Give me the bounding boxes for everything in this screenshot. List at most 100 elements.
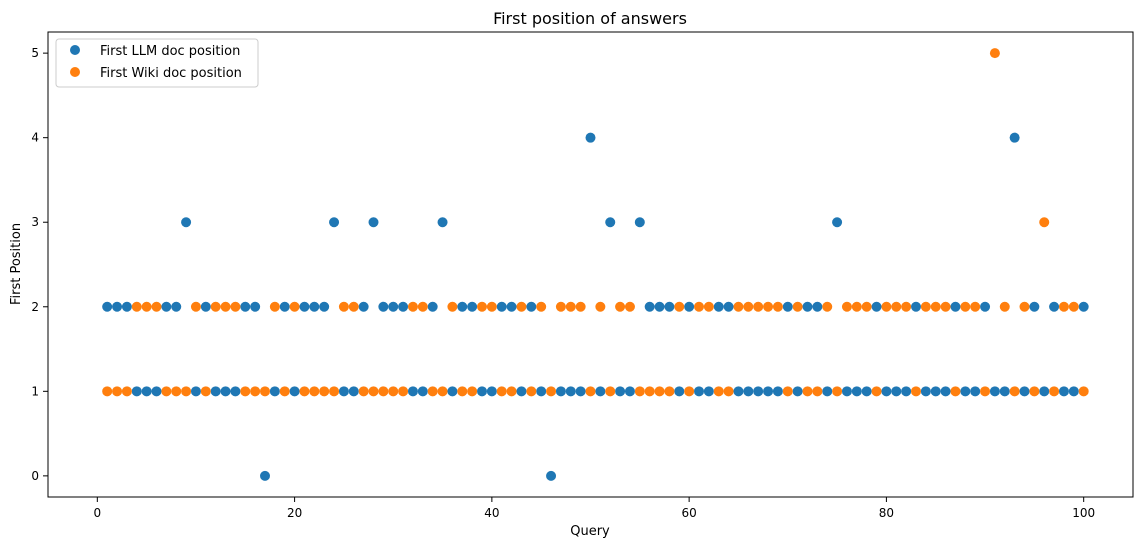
data-point xyxy=(467,386,478,397)
data-point xyxy=(368,386,379,397)
data-point xyxy=(763,301,774,312)
data-point xyxy=(950,386,961,397)
data-point xyxy=(1058,301,1069,312)
data-point xyxy=(200,301,211,312)
data-point xyxy=(240,301,251,312)
data-point xyxy=(841,301,852,312)
data-point xyxy=(989,48,1000,59)
data-point xyxy=(782,301,793,312)
data-point xyxy=(901,386,912,397)
data-point xyxy=(684,386,695,397)
legend-label: First LLM doc position xyxy=(100,44,240,59)
data-point xyxy=(516,301,527,312)
data-point xyxy=(299,301,310,312)
data-point xyxy=(329,386,340,397)
data-point xyxy=(841,386,852,397)
chart-title: First position of answers xyxy=(493,9,687,28)
x-tick-label: 60 xyxy=(681,506,696,520)
data-point xyxy=(457,301,468,312)
data-point xyxy=(733,301,744,312)
data-point xyxy=(881,301,892,312)
data-point xyxy=(546,470,557,481)
data-point xyxy=(161,301,172,312)
data-point xyxy=(1049,301,1060,312)
data-point xyxy=(121,301,132,312)
data-point xyxy=(181,217,192,228)
data-point xyxy=(151,386,162,397)
data-point xyxy=(891,386,902,397)
data-point xyxy=(190,386,201,397)
data-point xyxy=(250,386,261,397)
data-point xyxy=(999,301,1010,312)
data-point xyxy=(1078,301,1089,312)
data-point xyxy=(871,301,882,312)
data-point xyxy=(782,386,793,397)
plot-frame xyxy=(47,31,1134,498)
data-point xyxy=(477,301,487,312)
data-point xyxy=(289,386,300,397)
data-point xyxy=(210,386,221,397)
legend: First LLM doc position First Wiki doc pos… xyxy=(55,38,259,88)
x-tick-label: 80 xyxy=(879,506,894,520)
data-point xyxy=(772,301,783,312)
data-point xyxy=(861,386,872,397)
data-point xyxy=(920,301,931,312)
data-point xyxy=(398,386,409,397)
data-point xyxy=(269,386,280,397)
data-point xyxy=(309,386,320,397)
data-point xyxy=(812,301,823,312)
y-tick-label: 5 xyxy=(31,46,39,60)
data-point xyxy=(615,386,626,397)
data-point xyxy=(822,386,833,397)
x-axis-label: Query xyxy=(570,524,610,539)
data-point xyxy=(1019,386,1030,397)
data-point xyxy=(319,301,330,312)
data-point xyxy=(911,301,921,312)
data-point xyxy=(447,386,458,397)
data-point xyxy=(1029,301,1040,312)
data-point xyxy=(181,386,192,397)
data-point xyxy=(654,386,665,397)
data-point xyxy=(723,386,734,397)
data-point xyxy=(822,301,833,312)
data-point xyxy=(980,301,991,312)
data-point xyxy=(378,386,389,397)
legend-marker xyxy=(70,67,80,77)
data-point xyxy=(240,386,251,397)
data-point xyxy=(644,301,655,312)
y-tick-label: 3 xyxy=(31,215,39,229)
data-point xyxy=(624,301,635,312)
data-point xyxy=(565,301,576,312)
data-point xyxy=(516,386,527,397)
data-point xyxy=(338,301,349,312)
data-point xyxy=(1009,386,1020,397)
data-point xyxy=(664,301,675,312)
y-tick-label: 1 xyxy=(31,384,39,398)
legend-box xyxy=(55,38,259,88)
data-point xyxy=(970,386,981,397)
data-point xyxy=(220,386,231,397)
data-point xyxy=(634,386,645,397)
data-point xyxy=(486,301,497,312)
x-axis-ticks: 0 20 40 60 80 100 xyxy=(93,497,1095,520)
data-point xyxy=(1039,217,1050,228)
data-point xyxy=(131,301,142,312)
data-point xyxy=(368,217,379,228)
data-point xyxy=(309,301,320,312)
data-point xyxy=(477,386,487,397)
data-point xyxy=(536,386,547,397)
data-point xyxy=(279,386,290,397)
data-point xyxy=(703,301,714,312)
legend-marker xyxy=(70,45,80,55)
data-point xyxy=(427,301,438,312)
data-point xyxy=(546,386,557,397)
data-point xyxy=(536,301,547,312)
data-point xyxy=(871,386,882,397)
data-point xyxy=(190,301,201,312)
data-point xyxy=(989,386,1000,397)
data-point xyxy=(792,301,803,312)
data-point xyxy=(644,386,655,397)
data-point xyxy=(970,301,981,312)
data-point xyxy=(526,301,537,312)
